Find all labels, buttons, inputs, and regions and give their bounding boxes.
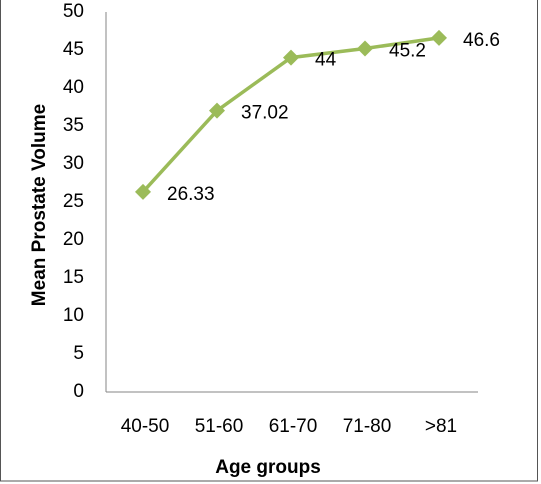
y-tick-label: 20: [63, 229, 84, 250]
marker: [135, 183, 151, 200]
x-tick-label: 51-60: [195, 416, 244, 437]
y-tick-label: 15: [63, 267, 84, 288]
x-axis-title: Age groups: [215, 457, 321, 478]
data-label: 44: [315, 50, 337, 71]
data-label: 46.6: [463, 30, 500, 51]
y-tick-label: 0: [73, 381, 84, 402]
x-tick-label: 40-50: [121, 416, 170, 437]
x-tick-label: 71-80: [343, 416, 392, 437]
y-tick-label: 5: [73, 343, 84, 364]
y-tick-label: 35: [63, 115, 84, 136]
y-tick-label: 50: [63, 1, 84, 22]
y-tick-label: 25: [63, 191, 84, 212]
y-tick-label: 30: [63, 153, 84, 174]
marker: [209, 102, 225, 119]
data-label: 37.02: [241, 103, 289, 124]
marker: [283, 49, 299, 66]
y-axis-title: Mean Prostate Volume: [29, 104, 50, 306]
y-tick-label: 10: [63, 305, 84, 326]
x-tick-label: >81: [425, 416, 457, 437]
marker: [357, 40, 373, 57]
data-label: 45.2: [389, 40, 426, 61]
y-tick-label: 45: [63, 39, 84, 60]
y-tick-label: 40: [63, 77, 84, 98]
marker: [431, 29, 447, 46]
x-tick-label: 61-70: [269, 416, 318, 437]
data-label: 26.33: [167, 184, 215, 205]
